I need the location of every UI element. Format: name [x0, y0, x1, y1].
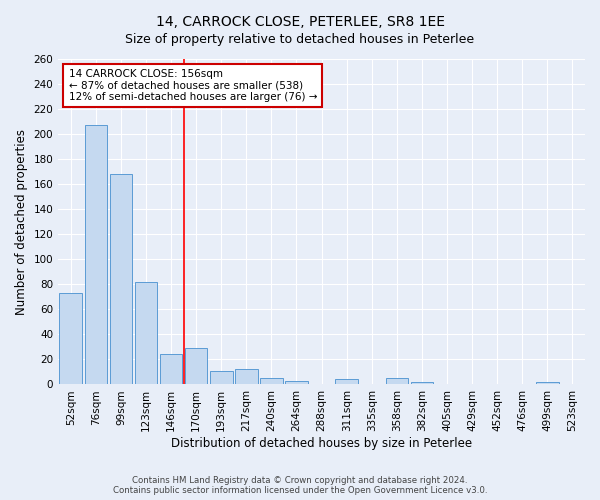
Bar	[386, 378, 408, 384]
Bar	[210, 370, 233, 384]
Bar	[134, 282, 157, 384]
Bar	[59, 293, 82, 384]
Bar	[185, 348, 208, 385]
Bar	[285, 380, 308, 384]
Bar	[235, 370, 257, 384]
Bar	[110, 174, 132, 384]
Y-axis label: Number of detached properties: Number of detached properties	[15, 128, 28, 314]
Text: Contains HM Land Registry data © Crown copyright and database right 2024.
Contai: Contains HM Land Registry data © Crown c…	[113, 476, 487, 495]
Bar	[410, 382, 433, 384]
X-axis label: Distribution of detached houses by size in Peterlee: Distribution of detached houses by size …	[171, 437, 472, 450]
Text: Size of property relative to detached houses in Peterlee: Size of property relative to detached ho…	[125, 32, 475, 46]
Bar	[260, 378, 283, 384]
Text: 14 CARROCK CLOSE: 156sqm
← 87% of detached houses are smaller (538)
12% of semi-: 14 CARROCK CLOSE: 156sqm ← 87% of detach…	[69, 69, 317, 102]
Text: 14, CARROCK CLOSE, PETERLEE, SR8 1EE: 14, CARROCK CLOSE, PETERLEE, SR8 1EE	[155, 15, 445, 29]
Bar	[335, 380, 358, 384]
Bar	[160, 354, 182, 384]
Bar	[536, 382, 559, 384]
Bar	[85, 126, 107, 384]
